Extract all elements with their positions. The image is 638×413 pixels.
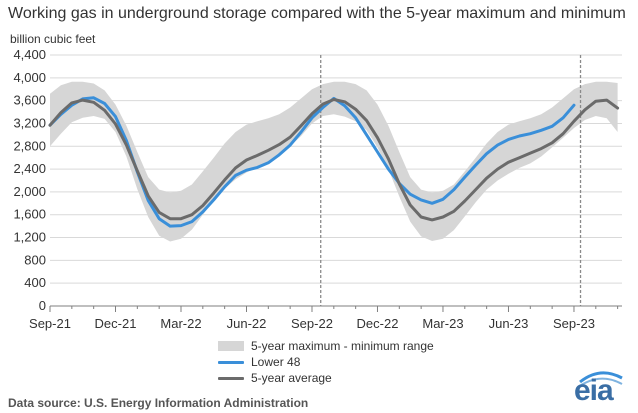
range-band-area (50, 81, 618, 242)
x-tick-label: Jun-23 (489, 316, 529, 331)
x-tick-label: Dec-22 (357, 316, 399, 331)
x-tick-label: Jun-22 (227, 316, 267, 331)
x-tick-label: Sep-21 (29, 316, 71, 331)
x-tick-label: Sep-22 (291, 316, 333, 331)
legend-item-band: 5-year maximum - minimum range (218, 338, 434, 354)
chart-title: Working gas in underground storage compa… (8, 5, 626, 22)
eia-logo: eia (572, 368, 628, 408)
legend-lower48-label: Lower 48 (251, 355, 301, 369)
y-axis-unit-label: billion cubic feet (10, 32, 96, 46)
legend-item-lower48: Lower 48 (218, 354, 434, 370)
y-tick-label: 800 (24, 252, 46, 267)
x-axis-tick-labels: Sep-21 Dec-21 Mar-22 Jun-22 Sep-22 Dec-22 Mar-… (29, 316, 595, 331)
eia-logo-arc-icon (577, 371, 623, 388)
y-tick-label: 3,600 (13, 93, 46, 108)
y-axis-tick-labels: 0 400 800 1,200 1,600 2,000 2,400 2,800 3,200 3,6… (13, 47, 46, 313)
series-lines (48, 96, 620, 228)
legend-band-label: 5-year maximum - minimum range (251, 339, 434, 353)
x-tick-label: Mar-23 (422, 316, 463, 331)
data-source-note: Data source: U.S. Energy Information Adm… (8, 396, 309, 410)
y-tick-label: 2,800 (13, 138, 46, 153)
legend-item-avg: 5-year average (218, 370, 434, 386)
legend-band-swatch (218, 341, 244, 351)
legend-avg-swatch (218, 376, 244, 380)
legend: 5-year maximum - minimum range Lower 48 … (218, 338, 434, 386)
legend-lower48-swatch (218, 360, 244, 364)
x-tick-label: Mar-22 (160, 316, 201, 331)
y-tick-label: 1,600 (13, 207, 46, 222)
y-tick-label: 2,000 (13, 184, 46, 199)
y-tick-label: 0 (39, 298, 46, 313)
legend-avg-label: 5-year average (251, 371, 332, 385)
five-year-average-line (48, 98, 620, 222)
y-tick-label: 2,400 (13, 161, 46, 176)
y-tick-label: 3,200 (13, 115, 46, 130)
y-tick-label: 4,000 (13, 70, 46, 85)
eia-logo-text: eia (574, 374, 614, 407)
marker-lines (320, 55, 582, 306)
y-tick-label: 4,400 (13, 47, 46, 62)
range-band (50, 81, 618, 242)
x-axis (49, 305, 622, 312)
x-tick-label: Dec-21 (95, 316, 137, 331)
y-tick-label: 1,200 (13, 230, 46, 245)
x-tick-label: Sep-23 (553, 316, 595, 331)
y-tick-label: 400 (24, 275, 46, 290)
